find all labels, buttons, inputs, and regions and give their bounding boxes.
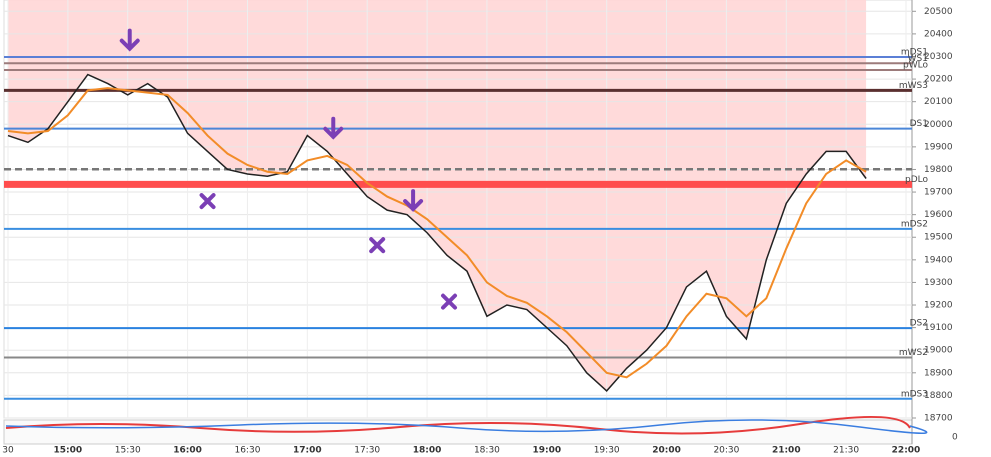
y-tick-label: 20200 (924, 75, 953, 85)
y-tick-label: 19300 (924, 278, 953, 288)
level-label: mDS1 (901, 47, 928, 57)
y-tick-label: 18700 (924, 414, 953, 424)
signal-arrow (119, 28, 140, 52)
level-label: mWS3 (899, 81, 928, 91)
level-label: DS1 (910, 119, 928, 129)
level-label: mWS2 (899, 348, 928, 358)
y-tick-label: 19100 (924, 323, 953, 333)
y-tick-label: 19800 (924, 165, 953, 175)
y-tick-label: 19600 (924, 210, 953, 220)
y-tick-label: 18800 (924, 391, 953, 401)
y-tick-label: 20400 (924, 29, 953, 39)
y-tick-label: 19500 (924, 233, 953, 243)
x-tick-label: 30 (2, 446, 14, 456)
x-tick-label: 19:00 (532, 446, 561, 456)
bearish-zone (7, 0, 867, 391)
y-tick-label: 19700 (924, 188, 953, 198)
y-tick-label: 20300 (924, 52, 953, 62)
level-label: mDS2 (901, 219, 928, 229)
y-tick-label: 20500 (924, 7, 953, 17)
y-tick-label: 19400 (924, 255, 953, 265)
x-tick-label: 21:00 (772, 446, 801, 456)
level-label: pWLo (903, 61, 928, 71)
x-tick-label: 19:30 (594, 446, 620, 456)
level-label: WS1 (908, 54, 928, 64)
y-tick-label: 20000 (924, 120, 953, 130)
price-line (7, 87, 867, 379)
level-label: DS2 (910, 319, 928, 329)
level-label: pDLo (905, 175, 928, 185)
x-tick-label: 16:00 (173, 446, 202, 456)
x-tick-label: 18:00 (413, 446, 442, 456)
signal-cross (441, 293, 458, 310)
signal-arrow (323, 116, 344, 140)
x-tick-label: 21:30 (833, 446, 859, 456)
price-line (7, 73, 867, 392)
y-tick-label: 19900 (924, 142, 953, 152)
signal-cross (369, 237, 386, 254)
y-tick-label: 19200 (924, 301, 953, 311)
x-tick-label: 20:30 (713, 446, 739, 456)
y-tick-label: 20100 (924, 97, 953, 107)
x-tick-label: 22:00 (892, 446, 921, 456)
y-tick-label: 19000 (924, 346, 953, 356)
level-label: mDS3 (901, 389, 928, 399)
lower-tick-label: 0 (952, 433, 958, 443)
x-tick-label: 16:30 (234, 446, 260, 456)
y-tick-label: 18900 (924, 368, 953, 378)
x-tick-label: 18:30 (474, 446, 500, 456)
x-tick-label: 15:00 (54, 446, 83, 456)
signal-arrow (403, 189, 424, 212)
signal-cross (199, 193, 216, 210)
x-tick-label: 17:00 (293, 446, 322, 456)
x-tick-label: 20:00 (652, 446, 681, 456)
x-tick-label: 15:30 (115, 446, 141, 456)
x-tick-label: 17:30 (354, 446, 380, 456)
oscillator-line (5, 419, 928, 434)
